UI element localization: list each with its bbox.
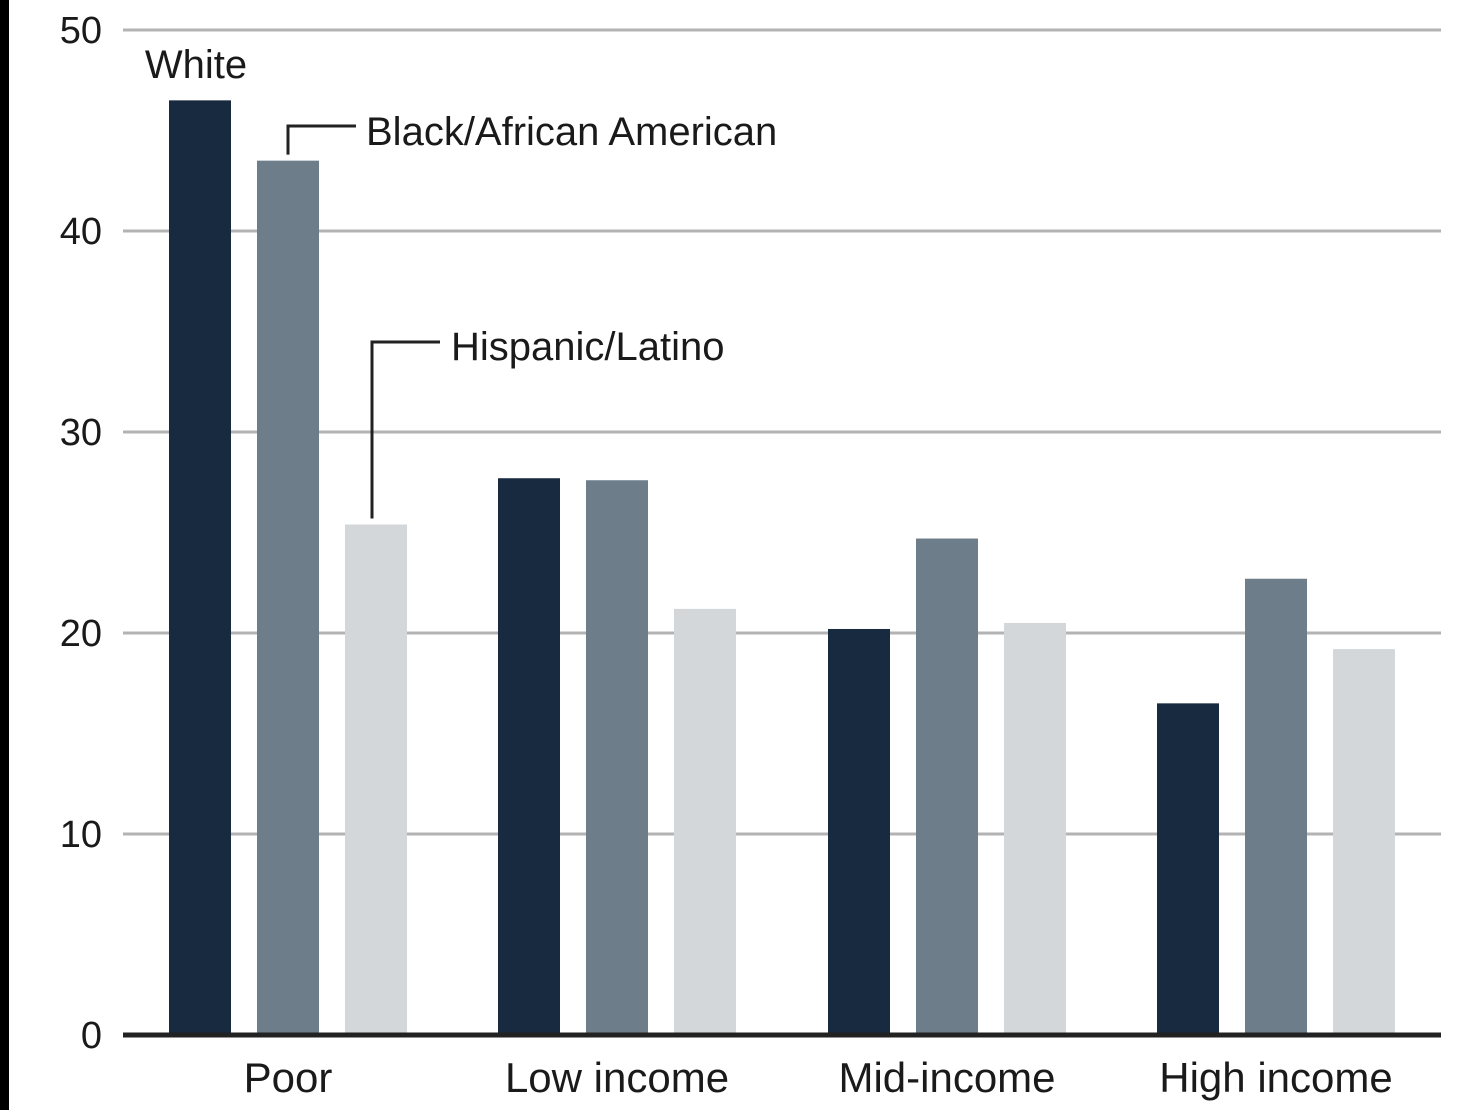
y-tick-label: 20	[60, 613, 102, 655]
series-labels: White Black/African American Hispanic/Lati…	[145, 43, 777, 519]
bar-1-3	[1245, 578, 1307, 1035]
bars	[169, 100, 1395, 1036]
bar-1-0	[257, 160, 319, 1035]
y-tick-label: 30	[60, 412, 102, 454]
bar-2-0	[345, 524, 407, 1035]
x-axis-category-labels: Poor Low income Mid-income High income	[244, 1054, 1393, 1101]
y-tick-label: 10	[60, 814, 102, 856]
left-edge-border	[0, 0, 9, 1110]
bar-1-2	[916, 538, 978, 1035]
bar-0-2	[828, 628, 890, 1035]
y-tick-label: 0	[81, 1015, 102, 1057]
bar-0-3	[1157, 703, 1219, 1035]
bar-2-2	[1004, 622, 1066, 1035]
category-label: Mid-income	[838, 1054, 1055, 1101]
y-tick-label: 40	[60, 211, 102, 253]
bar-0-0	[169, 100, 231, 1036]
bar-1-1	[586, 480, 648, 1035]
gridlines	[123, 28, 1441, 836]
bar-2-3	[1333, 649, 1395, 1035]
leader-line-black	[286, 124, 356, 155]
category-label: Low income	[505, 1054, 729, 1101]
series-label-hispanic: Hispanic/Latino	[451, 325, 725, 369]
category-label: High income	[1159, 1054, 1392, 1101]
y-axis-tick-labels: 0 10 20 30 40 50	[60, 10, 102, 1057]
y-tick-label: 50	[60, 10, 102, 52]
bar-0-1	[498, 478, 560, 1036]
series-label-white: White	[145, 43, 247, 87]
leader-line-hispanic	[370, 340, 440, 519]
series-label-black: Black/African American	[366, 110, 777, 154]
bar-2-1	[674, 608, 736, 1035]
category-label: Poor	[244, 1054, 333, 1101]
